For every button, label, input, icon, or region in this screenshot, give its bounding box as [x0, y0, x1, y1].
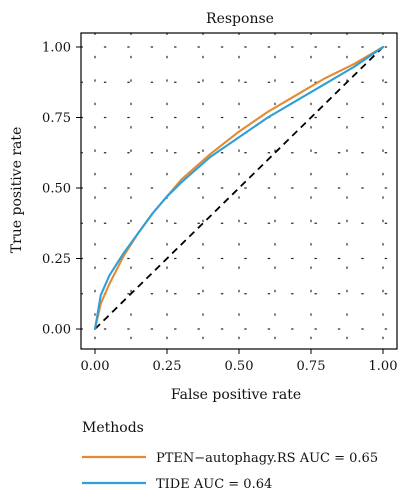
y-axis-label: True positive rate — [9, 127, 25, 254]
legend-label-pten-autophagy-rs: PTEN−autophagy.RS AUC = 0.65 — [156, 451, 378, 466]
chart-title: Response — [206, 11, 274, 27]
x-tick-label-3: 0.75 — [297, 359, 326, 374]
grid-layer — [80, 32, 398, 350]
roc-curve-pten-autophagy-rs — [93, 45, 385, 331]
legend: Methods PTEN−autophagy.RS AUC = 0.65 TID… — [82, 420, 378, 492]
axis-layer: 0.00 0.25 0.50 0.75 1.00 0.00 0.25 0.50 0.75 1.00 — [42, 41, 397, 375]
roc-curve-tide — [93, 45, 385, 331]
y-tick-label-1: 0.25 — [42, 252, 71, 267]
legend-title: Methods — [82, 420, 144, 436]
x-tick-label-4: 1.00 — [369, 359, 398, 374]
x-tick-label-0: 0.00 — [81, 359, 110, 374]
x-tick-label-2: 0.50 — [225, 359, 254, 374]
legend-item-tide: TIDE AUC = 0.64 — [82, 477, 272, 492]
x-axis-label: False positive rate — [171, 387, 301, 403]
x-tick-label-1: 0.25 — [153, 359, 182, 374]
series-layer — [93, 45, 385, 331]
y-tick-label-2: 0.50 — [42, 182, 71, 197]
y-tick-label-3: 0.75 — [42, 111, 71, 126]
legend-item-pten-autophagy-rs: PTEN−autophagy.RS AUC = 0.65 — [82, 451, 378, 466]
y-tick-label-4: 1.00 — [42, 41, 71, 56]
legend-label-tide: TIDE AUC = 0.64 — [156, 477, 272, 492]
y-tick-label-0: 0.00 — [42, 323, 71, 338]
